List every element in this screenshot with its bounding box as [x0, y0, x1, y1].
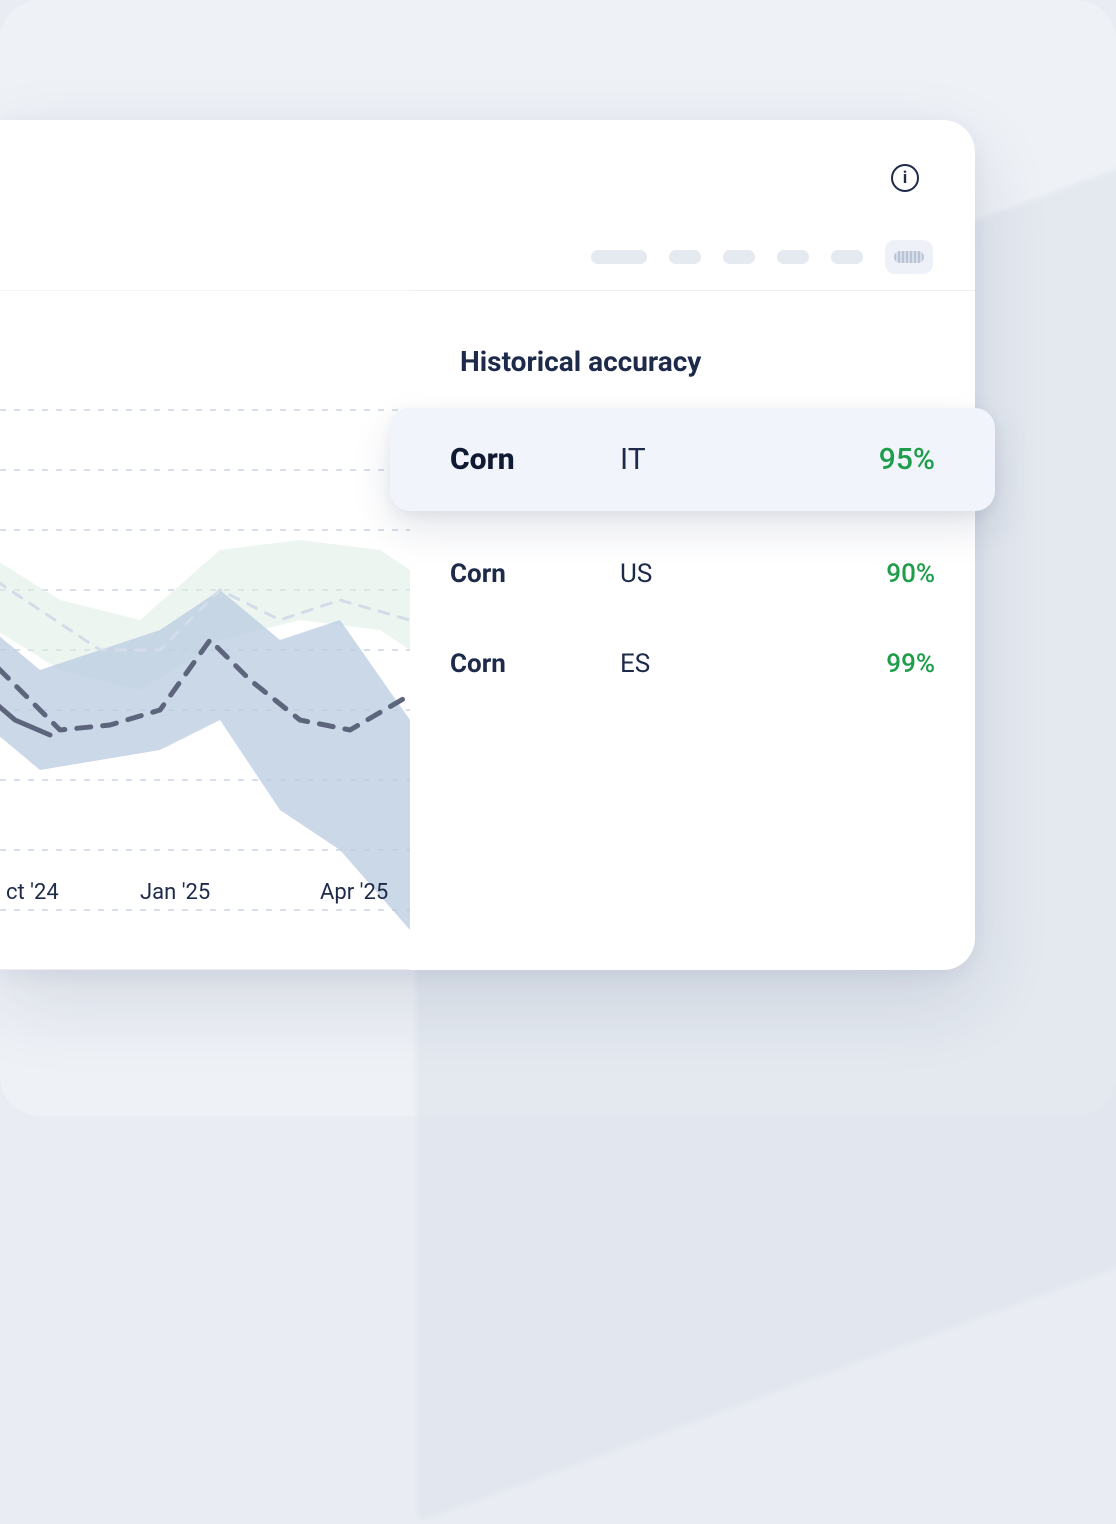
x-tick-label: Apr '25 [320, 880, 388, 905]
chart-svg [0, 290, 410, 970]
region-label: US [620, 559, 815, 589]
commodity-label: Corn [450, 559, 620, 589]
x-tick-label: Jan '25 [140, 880, 210, 905]
region-label: IT [620, 442, 815, 477]
forecast-chart [0, 290, 410, 970]
x-tick-label: ct '24 [6, 880, 59, 905]
accuracy-pct: 99% [815, 649, 935, 679]
page-background: i ct '24 Jan '25 Apr '25 Historical accura… [0, 0, 1116, 1116]
range-pill-selected[interactable] [885, 240, 933, 274]
accuracy-row[interactable]: CornES99% [400, 619, 985, 709]
range-selector [591, 240, 933, 274]
accuracy-row[interactable]: CornIT95% [390, 408, 995, 511]
range-pill[interactable] [591, 250, 647, 264]
panel-title: Historical accuracy [460, 345, 701, 378]
range-pill[interactable] [831, 250, 863, 264]
accuracy-pct: 90% [815, 559, 935, 589]
commodity-label: Corn [450, 442, 620, 477]
range-pill[interactable] [669, 250, 701, 264]
range-pill[interactable] [723, 250, 755, 264]
info-icon[interactable]: i [891, 164, 919, 192]
commodity-label: Corn [450, 649, 620, 679]
accuracy-card: i ct '24 Jan '25 Apr '25 Historical accura… [0, 120, 975, 970]
region-label: ES [620, 649, 815, 679]
accuracy-list: CornIT95%CornUS90%CornES99% [400, 400, 985, 709]
accuracy-row[interactable]: CornUS90% [400, 529, 985, 619]
accuracy-pct: 95% [815, 442, 935, 477]
range-pill[interactable] [777, 250, 809, 264]
